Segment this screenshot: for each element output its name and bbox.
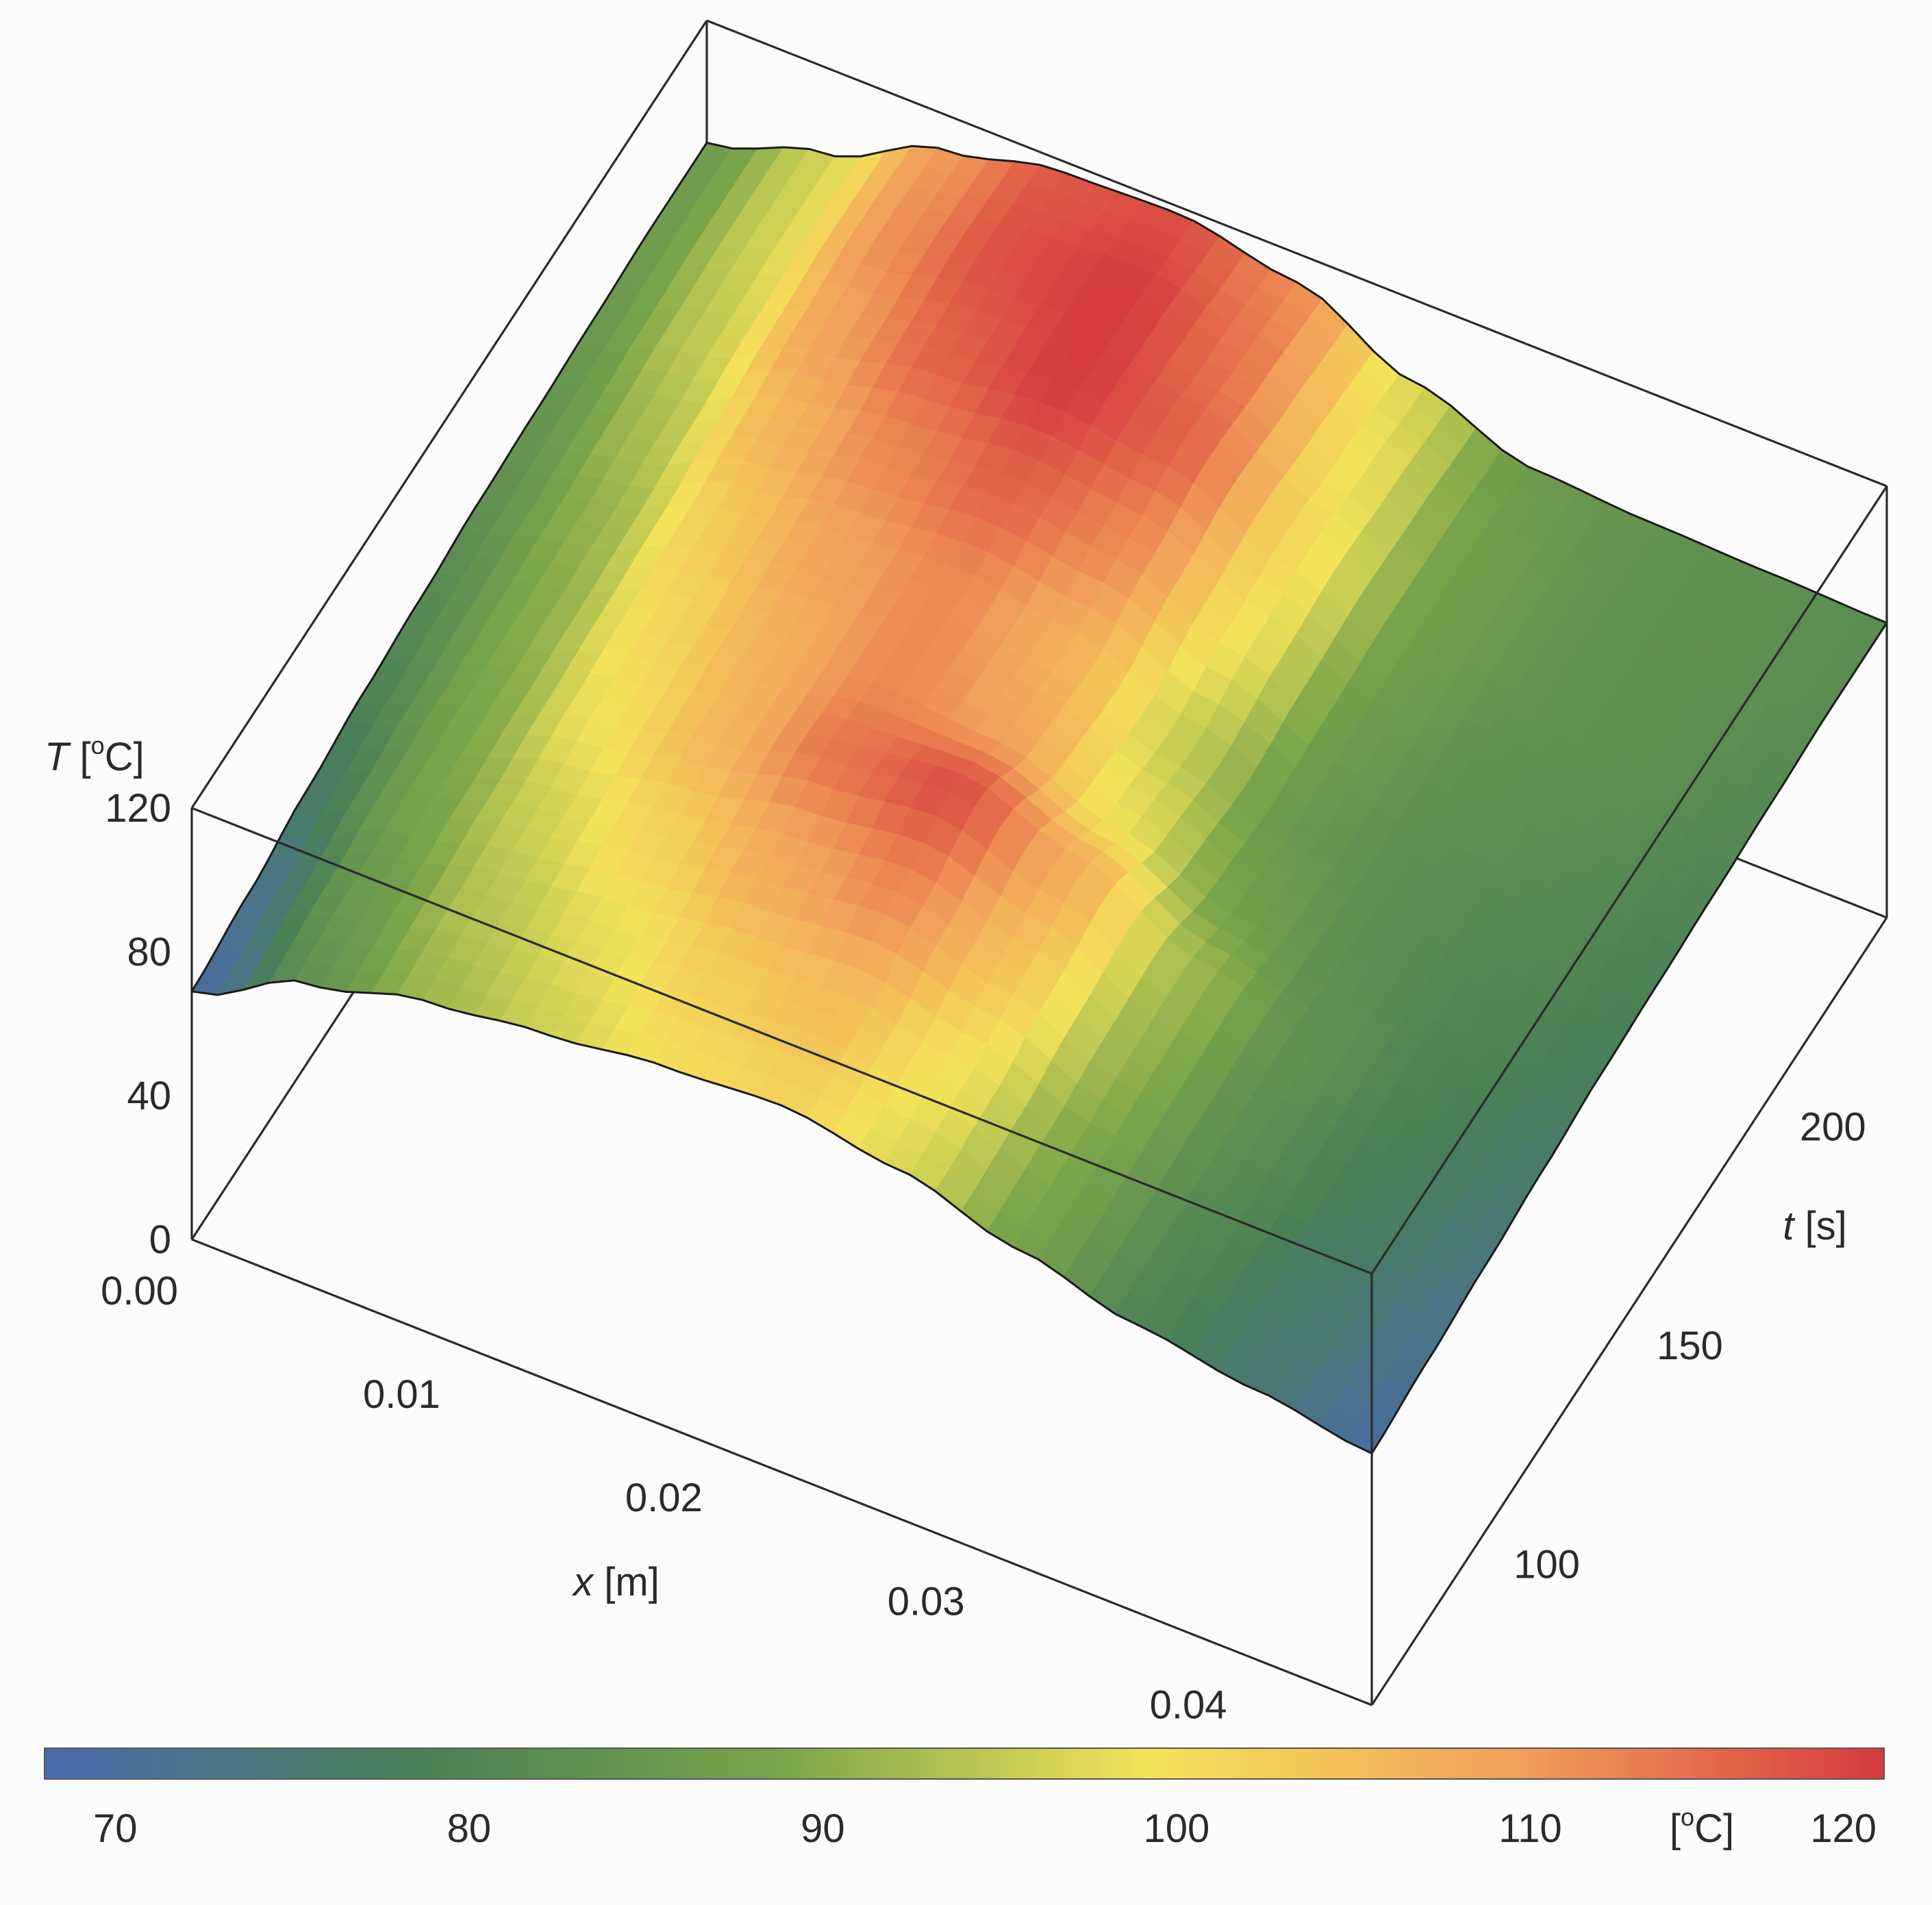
surface-back-edge xyxy=(190,141,1887,992)
colorbar-unit: [oC] xyxy=(1670,1803,1734,1851)
x-tick-label: 0.01 xyxy=(363,1372,440,1417)
T-axis-title: T [oC] xyxy=(45,731,145,779)
colorbar-tick-labels: 70 80 90 100 110 120 xyxy=(93,1806,1877,1851)
T-axis-tick-labels: 0 40 80 120 xyxy=(105,786,171,1262)
colorbar-tick-label: 120 xyxy=(1810,1806,1877,1851)
colorbar xyxy=(44,1748,1885,1780)
box-edge-bottom-front xyxy=(191,1238,1372,1706)
box-edge-back-top-t xyxy=(706,19,1887,488)
colorbar-tick-label: 90 xyxy=(801,1806,845,1851)
T-tick-label: 40 xyxy=(127,1074,171,1118)
box-edge-top-front xyxy=(191,807,1372,1275)
t-axis-tick-labels: 100 150 200 xyxy=(1514,1105,1866,1587)
colorbar-tick-label: 100 xyxy=(1144,1806,1210,1851)
t-tick-label: 100 xyxy=(1514,1542,1580,1587)
x-axis-tick-labels: 0.00 0.01 0.02 0.03 0.04 xyxy=(101,1269,1227,1727)
t-axis-title: t [s] xyxy=(1783,1204,1846,1248)
T-tick-label: 0 xyxy=(149,1218,171,1262)
x-axis-title: x [m] xyxy=(571,1560,660,1604)
colorbar-tick-label: 80 xyxy=(447,1806,492,1851)
temperature-surface xyxy=(190,141,1888,1455)
x-tick-label: 0.02 xyxy=(625,1476,703,1520)
colorbar-tick-label: 70 xyxy=(93,1806,138,1851)
x-tick-label: 0.04 xyxy=(1150,1682,1227,1727)
t-tick-label: 150 xyxy=(1657,1324,1723,1368)
bounding-box-front xyxy=(191,485,1888,1706)
T-tick-label: 80 xyxy=(127,930,171,974)
box-edge-bottom-right xyxy=(1370,917,1888,1706)
colorbar-tick-label: 110 xyxy=(1498,1806,1561,1851)
surface-front-edge xyxy=(191,622,1888,1455)
box-edge-top-right xyxy=(1370,485,1888,1274)
T-tick-label: 120 xyxy=(105,786,171,831)
x-tick-label: 0.03 xyxy=(888,1579,965,1624)
box-edge-left-top xyxy=(190,20,708,809)
t-tick-label: 200 xyxy=(1800,1105,1866,1150)
x-tick-label: 0.00 xyxy=(101,1269,178,1313)
